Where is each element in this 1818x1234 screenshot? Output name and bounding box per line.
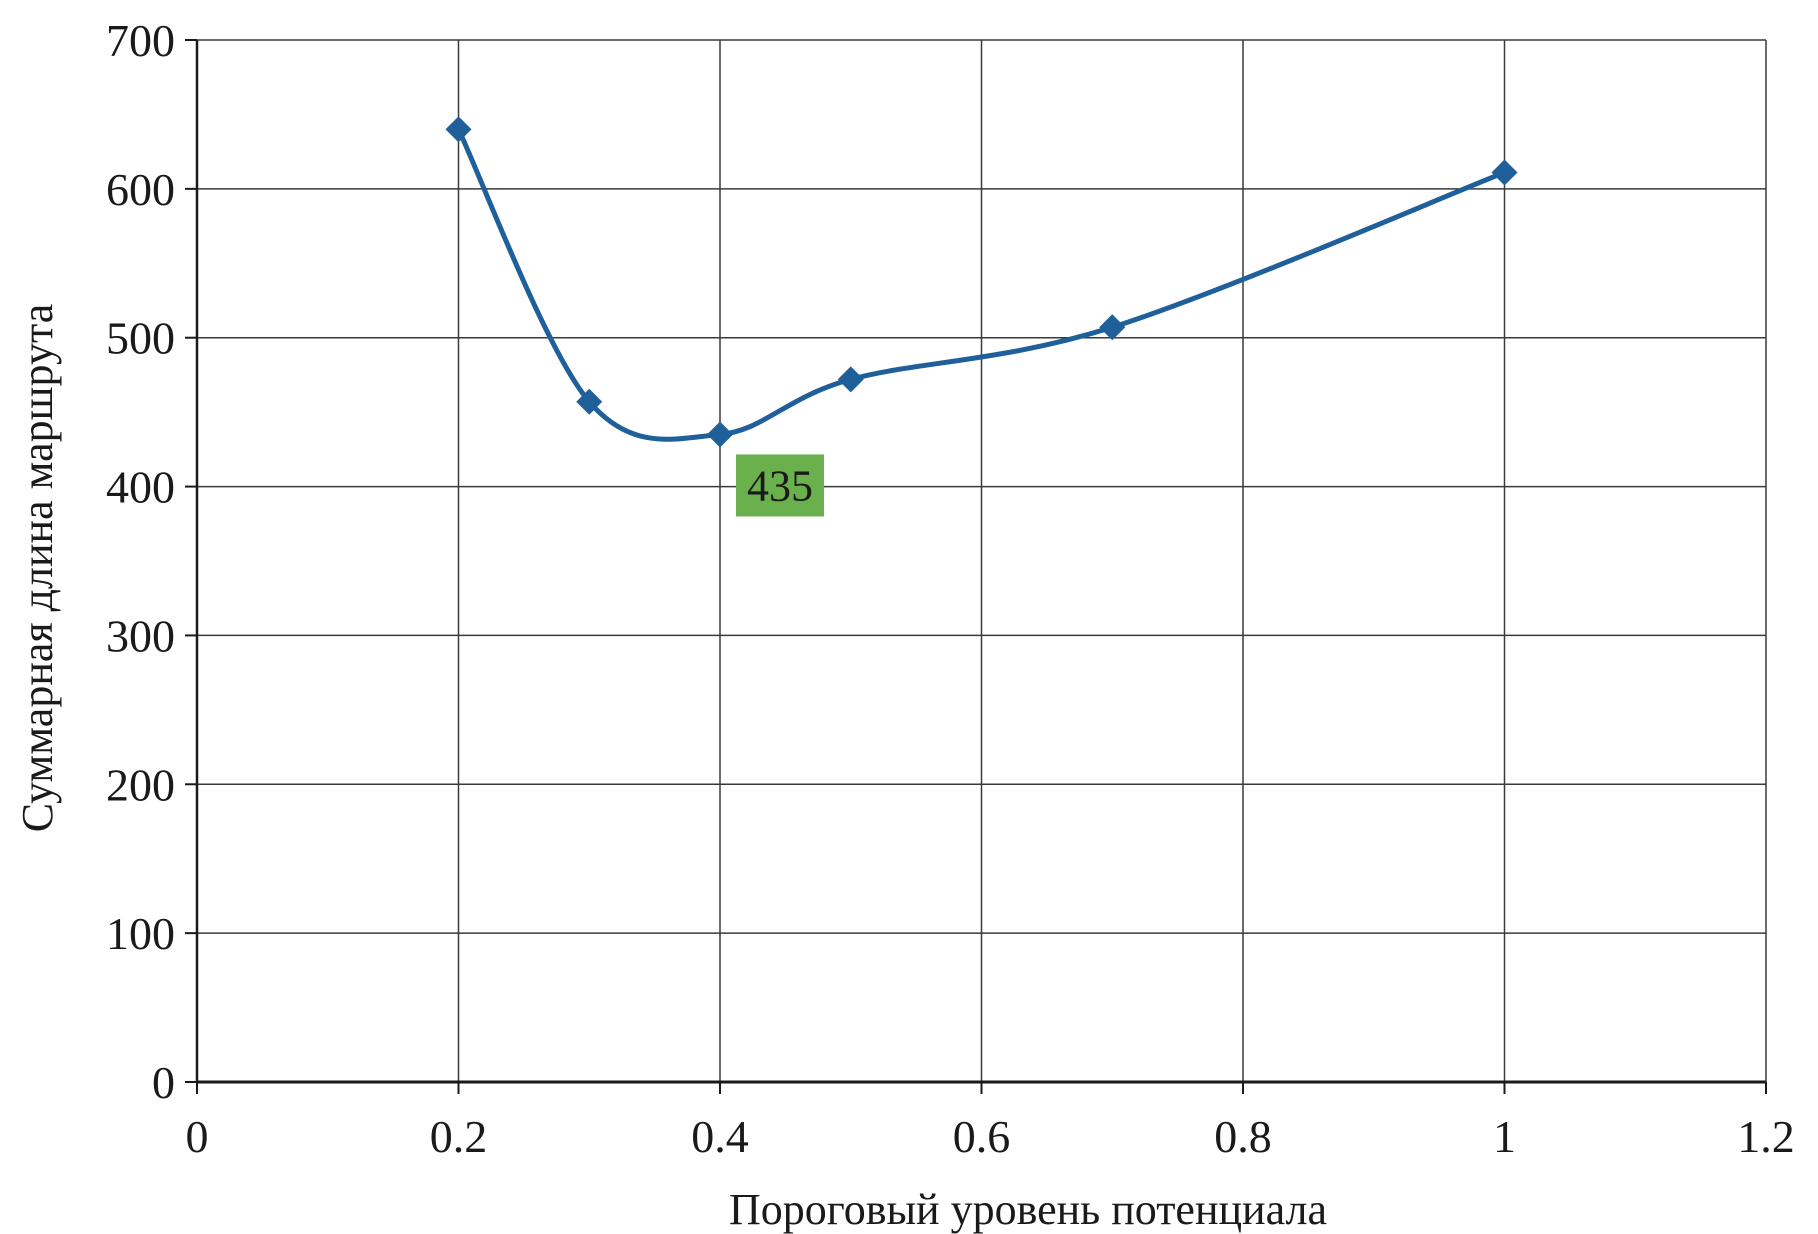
data-point-marker <box>1491 159 1518 186</box>
x-tick-label: 0.8 <box>1214 1111 1272 1162</box>
data-point-marker <box>837 366 864 393</box>
y-tick-label: 300 <box>106 610 175 661</box>
y-tick-label: 100 <box>106 908 175 959</box>
data-point-marker <box>1099 314 1126 341</box>
x-tick-label: 0 <box>186 1111 209 1162</box>
y-tick-label: 0 <box>152 1057 175 1108</box>
annotations: 435 <box>736 454 824 517</box>
data-point-marker <box>707 421 733 448</box>
y-tick-label: 400 <box>106 462 175 513</box>
data-point-marker <box>576 388 603 415</box>
y-tick-label: 500 <box>106 313 175 364</box>
x-axis-title: Пороговый уровень потенциала <box>729 1185 1327 1234</box>
x-tick-label: 1 <box>1493 1111 1516 1162</box>
data-point-marker <box>445 116 472 143</box>
axes: 0 100 200 300 400 500 600 700 0 0.2 0.4 0.6 0.8 1 1.2 <box>106 15 1795 1162</box>
x-tick-label: 0.4 <box>691 1111 749 1162</box>
x-tick-label: 0.2 <box>430 1111 488 1162</box>
series-line <box>456 128 1506 442</box>
series <box>445 116 1518 448</box>
data-label-box <box>736 454 824 517</box>
y-axis-title: Суммарная длина маршрута <box>13 304 62 833</box>
y-tick-label: 700 <box>106 15 175 66</box>
data-label: 435 <box>747 461 813 510</box>
x-tick-label: 0.6 <box>953 1111 1011 1162</box>
y-tick-label: 600 <box>106 164 175 215</box>
x-tick-label: 1.2 <box>1737 1111 1795 1162</box>
grid <box>197 39 1767 1082</box>
y-tick-label: 200 <box>106 759 175 810</box>
